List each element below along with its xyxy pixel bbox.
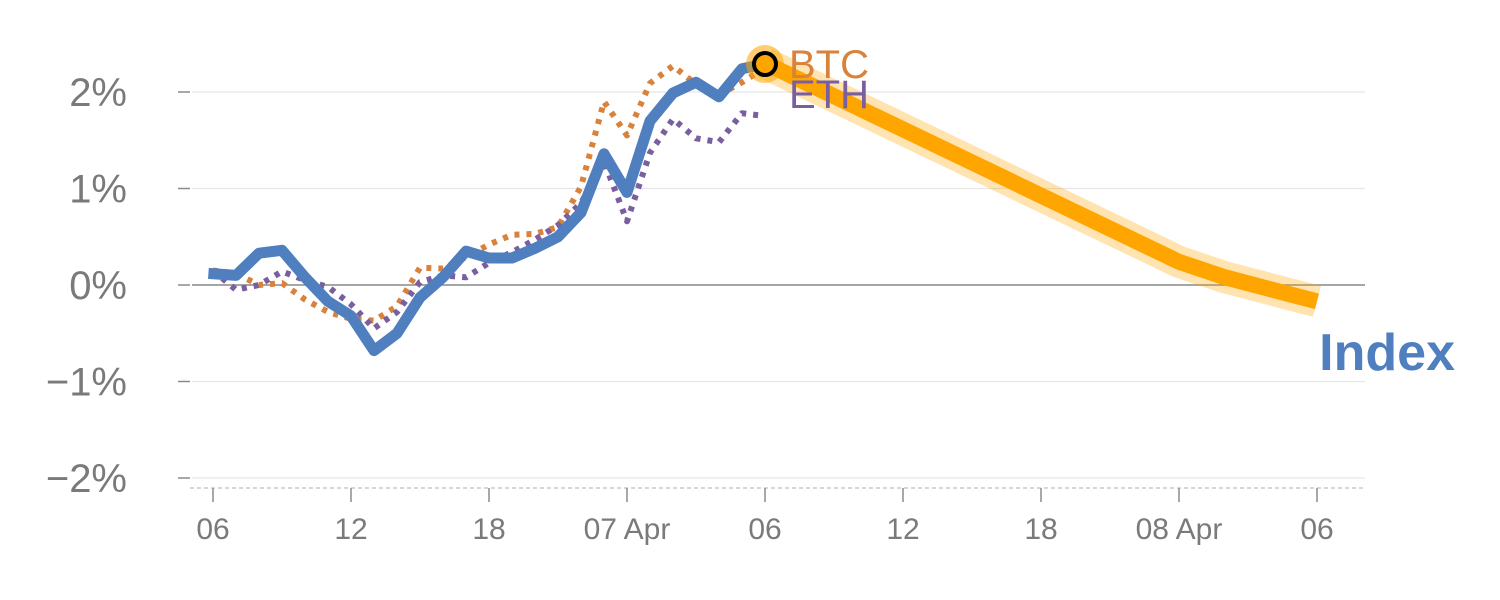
- x-tick-label: 06: [196, 513, 229, 546]
- x-tick-label: 18: [1024, 513, 1057, 546]
- series-label-index: Index: [1319, 324, 1455, 382]
- marker-ring: [752, 51, 778, 78]
- grid-lines: [178, 91, 1365, 489]
- series-lines: [208, 48, 1322, 357]
- y-tick-label: 0%: [69, 264, 127, 308]
- x-tick-label: 12: [886, 513, 919, 546]
- x-tick-label: 06: [748, 513, 781, 546]
- y-tick-label: 2%: [69, 71, 127, 115]
- x-tick-label: 12: [334, 513, 367, 546]
- series-line-forecast: [761, 55, 1320, 310]
- x-axis-ticks: 06 12 18 07 Apr 06 12 18 08 Apr 06: [196, 488, 1334, 546]
- x-tick-label: 18: [472, 513, 505, 546]
- x-tick-label: 08 Apr: [1136, 513, 1223, 546]
- series-label-btc: BTC: [789, 43, 869, 87]
- y-tick-label: −2%: [46, 457, 127, 501]
- current-point-marker: [746, 45, 784, 84]
- series-line-btc: [212, 62, 767, 324]
- y-axis-ticks: 2% 1% 0% −1% −2%: [46, 71, 127, 501]
- series-label-eth: ETH: [789, 73, 869, 117]
- series-line-index: [208, 58, 767, 357]
- x-tick-label: 06: [1300, 513, 1333, 546]
- x-tick-label: 07 Apr: [584, 513, 671, 546]
- y-tick-label: −1%: [46, 361, 127, 405]
- y-tick-label: 1%: [69, 168, 127, 212]
- series-line-eth: [211, 110, 766, 332]
